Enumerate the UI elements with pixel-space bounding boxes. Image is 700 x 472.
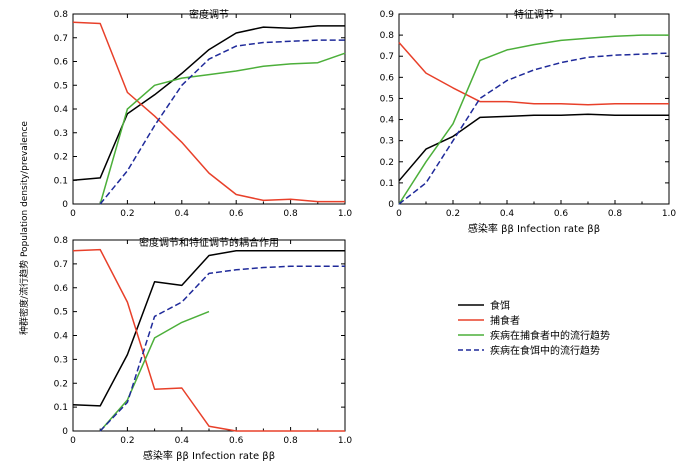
- plot-frame: [72, 239, 346, 432]
- x-tick-label: 1.0: [338, 209, 353, 219]
- x-tick-label: 0.4: [175, 436, 190, 446]
- panel-title: 密度调节和特征调节的耦合作用: [139, 236, 279, 249]
- y-tick-label: 0: [62, 427, 68, 437]
- x-tick-label: 0: [70, 209, 76, 219]
- series-line-predator: [72, 21, 345, 203]
- series-line-predator: [398, 42, 669, 106]
- legend-label-predator: 捕食者: [490, 314, 520, 327]
- y-tick-label: 0.5: [54, 308, 68, 318]
- y-tick-label: 0.4: [54, 105, 69, 115]
- panel-title: 密度调节: [189, 8, 229, 21]
- panel-coupled-regulation: 密度调节和特征调节的耦合作用 0 0.2 0.4 0.6 0.8 1.0 0 0.1 0.2 0.3…: [54, 236, 353, 462]
- panel-density-regulation: 密度调节 0 0.2 0.4 0.6 0.8 1.0 0 0.1 0.2 0.3 0.4 0.5 0.6 0…: [54, 8, 353, 219]
- y-tick-label: 0.8: [380, 31, 395, 41]
- series-line-prey-prev: [398, 52, 670, 205]
- x-tick-label: 0: [396, 209, 402, 219]
- x-tick-label: 0.2: [120, 436, 134, 446]
- y-tick-label: 0.1: [54, 403, 68, 413]
- y-tick-label: 0.9: [380, 10, 395, 20]
- y-tick-label: 0.1: [54, 176, 68, 186]
- x-tick-label: 0.4: [500, 209, 515, 219]
- plot-frame: [398, 13, 670, 205]
- y-tick-label: 0.2: [380, 158, 394, 168]
- x-axis-label: 感染率 ββ Infection rate ββ: [143, 449, 275, 462]
- legend: 食饵 捕食者 疾病在捕食者中的流行趋势 疾病在食饵中的流行趋势: [458, 299, 610, 357]
- y-tick-label: 0.8: [54, 10, 69, 20]
- x-tick-label: 0.4: [175, 209, 190, 219]
- x-tick-label: 0: [70, 436, 76, 446]
- y-tick-label: 0.6: [54, 284, 69, 294]
- series-line-prey: [72, 249, 345, 407]
- series-line-prey: [72, 25, 345, 182]
- y-tick-label: 0.7: [54, 260, 68, 270]
- x-tick-label: 1.0: [662, 209, 677, 219]
- y-tick-label: 0.7: [54, 34, 68, 44]
- x-tick-label: 0.6: [554, 209, 569, 219]
- y-tick-label: 0.4: [54, 332, 69, 342]
- panel-title: 特征调节: [514, 9, 554, 21]
- legend-label-pred-prev: 疾病在捕食者中的流行趋势: [490, 329, 610, 342]
- series-line-prey-prev: [99, 39, 345, 205]
- y-tick-label: 0.7: [380, 52, 394, 62]
- legend-label-prey: 食饵: [490, 299, 510, 312]
- y-tick-label: 0.1: [380, 179, 394, 189]
- y-tick-label: 0.3: [380, 137, 394, 147]
- series-line-pred-prev: [99, 310, 210, 432]
- x-tick-label: 0.2: [446, 209, 460, 219]
- y-tick-label: 0.4: [380, 116, 395, 126]
- series-line-pred-prev: [398, 34, 669, 205]
- series-line-pred-prev: [99, 52, 346, 205]
- y-tick-label: 0.2: [54, 153, 68, 163]
- x-tick-label: 0.6: [229, 209, 244, 219]
- y-tick-label: 0.5: [380, 94, 394, 104]
- y-tick-label: 0.5: [54, 81, 68, 91]
- figure-ylabel: 种群密度/流行趋势 Population density/prevalence: [18, 121, 30, 335]
- legend-label-prey-prev: 疾病在食饵中的流行趋势: [490, 344, 600, 357]
- y-tick-label: 0: [388, 200, 394, 210]
- x-axis-label: 感染率 ββ Infection rate ββ: [468, 222, 600, 235]
- y-tick-label: 0.2: [54, 379, 68, 389]
- series-line-prey-prev: [99, 265, 345, 432]
- x-tick-label: 0.6: [229, 436, 244, 446]
- y-tick-label: 0.3: [54, 129, 68, 139]
- x-tick-label: 0.2: [120, 209, 134, 219]
- plot-frame: [72, 13, 346, 205]
- series-line-prey: [398, 113, 669, 182]
- y-tick-label: 0.3: [54, 355, 68, 365]
- x-tick-label: 0.8: [283, 209, 298, 219]
- y-tick-label: 0.6: [54, 58, 69, 68]
- panel-trait-regulation: 特征调节 0 0.2 0.4 0.6 0.8 1.0 0 0.1 0.2 0.3 0.4 0.5 0.6 0…: [380, 9, 677, 235]
- x-tick-label: 0.8: [283, 436, 298, 446]
- series-line-predator: [72, 248, 345, 432]
- x-tick-label: 0.8: [608, 209, 623, 219]
- y-tick-label: 0: [62, 200, 68, 210]
- x-tick-label: 1.0: [338, 436, 353, 446]
- y-tick-label: 0.8: [54, 236, 69, 246]
- y-tick-label: 0.6: [380, 73, 395, 83]
